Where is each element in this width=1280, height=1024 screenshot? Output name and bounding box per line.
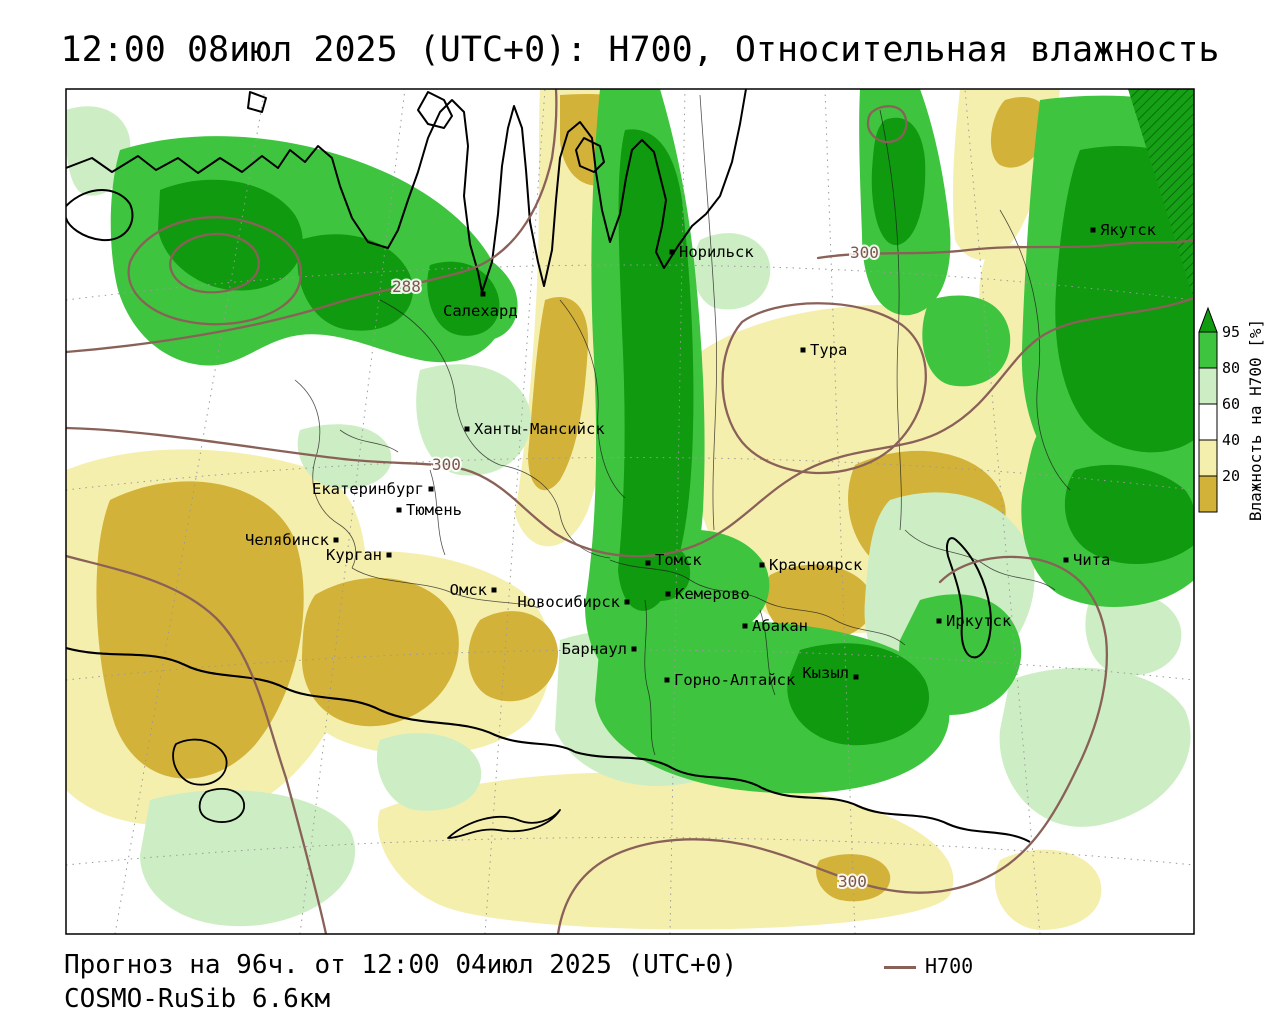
- page-title: 12:00 08июл 2025 (UTC+0): H700, Относите…: [60, 30, 1220, 70]
- city-label: Екатеринбург: [312, 480, 424, 498]
- city-label: Кызыл: [802, 664, 849, 682]
- city-gorno-altaysk: Горно-Алтайск: [664, 671, 796, 689]
- city-chita: Чита: [1063, 551, 1110, 569]
- colorbar-title: Влажность на H700 [%]: [1246, 319, 1265, 521]
- state-borders: [66, 646, 1031, 843]
- contour-legend-line: [884, 966, 916, 969]
- city-label: Челябинск: [245, 531, 330, 549]
- colorbar-tick-label: 60: [1222, 395, 1240, 413]
- colorbar-segment-20-40: [1198, 439, 1218, 477]
- city-yekaterinburg: Екатеринбург: [312, 480, 434, 498]
- city-label: Салехард: [443, 302, 518, 320]
- contour-label: 300: [838, 872, 867, 891]
- city-tyumen: Тюмень: [396, 501, 462, 519]
- city-marker: [333, 537, 339, 543]
- city-marker: [742, 623, 748, 629]
- city-marker: [759, 562, 765, 568]
- city-marker: [645, 560, 651, 566]
- colorbar: 95 80 60 40 20 Влажность на H700 [%]: [1198, 306, 1265, 521]
- colorbar-arrow: [1198, 306, 1218, 333]
- city-marker: [853, 674, 859, 680]
- colorbar-tick-label: 95: [1222, 323, 1240, 341]
- city-label: Тура: [810, 341, 847, 359]
- city-kyzyl: Кызыл: [802, 664, 859, 682]
- city-label: Красноярск: [769, 556, 863, 574]
- city-yakutsk: Якутск: [1090, 221, 1157, 239]
- city-krasnoyarsk: Красноярск: [759, 556, 863, 574]
- city-label: Кемерово: [675, 585, 750, 603]
- city-label: Томск: [655, 551, 702, 569]
- colorbar-tick-label: 20: [1222, 467, 1240, 485]
- contour-legend: H700: [884, 954, 973, 978]
- city-marker: [664, 677, 670, 683]
- city-norilsk: Норильск: [669, 243, 754, 261]
- city-marker: [936, 618, 942, 624]
- map-frame: [65, 88, 1195, 935]
- city-label: Барнаул: [562, 640, 627, 658]
- city-salekhard: Салехард: [443, 291, 518, 320]
- region-borders: [294, 94, 1071, 756]
- city-kemerovo: Кемерово: [665, 585, 750, 603]
- city-label: Якутск: [1100, 221, 1157, 239]
- city-tomsk: Томск: [645, 551, 702, 569]
- colorbar-segment-40-60: [1198, 403, 1218, 441]
- city-label: Курган: [326, 546, 382, 564]
- city-marker: [624, 599, 630, 605]
- city-label: Ханты-Мансийск: [474, 420, 605, 438]
- city-chelyabinsk: Челябинск: [245, 531, 339, 549]
- height-contours: 288 300 300 300: [66, 89, 1194, 934]
- city-irkutsk: Иркутск: [936, 612, 1012, 630]
- coastlines: [66, 89, 992, 839]
- city-khanty-mansiysk: Ханты-Мансийск: [464, 420, 605, 438]
- city-kurgan: Курган: [326, 546, 392, 564]
- colorbar-segment-60-80: [1198, 367, 1218, 405]
- city-barnaul: Барнаул: [562, 640, 637, 658]
- contour-label: 300: [432, 455, 461, 474]
- city-label: Новосибирск: [517, 593, 620, 611]
- city-marker: [386, 552, 392, 558]
- city-marker: [480, 291, 486, 297]
- city-marker: [464, 426, 470, 432]
- city-marker: [665, 591, 671, 597]
- model-info: COSMO-RuSib 6.6км: [64, 984, 331, 1014]
- contour-label: 300: [850, 243, 879, 262]
- city-marker: [800, 347, 806, 353]
- city-abakan: Абакан: [742, 617, 808, 635]
- city-label: Горно-Алтайск: [674, 671, 796, 689]
- city-label: Омск: [450, 581, 488, 599]
- city-novosibirsk: Новосибирск: [517, 593, 630, 611]
- city-tura: Тура: [800, 341, 847, 359]
- city-label: Абакан: [752, 617, 808, 635]
- city-marker: [1090, 227, 1096, 233]
- forecast-info: Прогноз на 96ч. от 12:00 04июл 2025 (UTC…: [64, 950, 738, 980]
- colorbar-segment-lt-20: [1198, 475, 1218, 513]
- city-marker: [1063, 557, 1069, 563]
- city-marker: [669, 249, 675, 255]
- city-label: Тюмень: [406, 501, 462, 519]
- city-label: Чита: [1073, 551, 1110, 569]
- humidity-field: [66, 89, 1194, 934]
- contour-label: 288: [392, 277, 421, 296]
- city-marker: [396, 507, 402, 513]
- graticule: [66, 89, 1194, 934]
- city-marker: [491, 587, 497, 593]
- colorbar-tick-label: 80: [1222, 359, 1240, 377]
- city-omsk: Омск: [450, 581, 497, 599]
- city-label: Норильск: [679, 243, 754, 261]
- colorbar-tick-label: 40: [1222, 431, 1240, 449]
- contour-legend-label: H700: [925, 954, 974, 978]
- colorbar-segment-80-95: [1198, 331, 1218, 369]
- city-label: Иркутск: [946, 612, 1012, 630]
- city-marker: [631, 646, 637, 652]
- cities: Норильск Салехард Тура Якутск Ханты-Манс…: [245, 221, 1157, 689]
- city-marker: [428, 486, 434, 492]
